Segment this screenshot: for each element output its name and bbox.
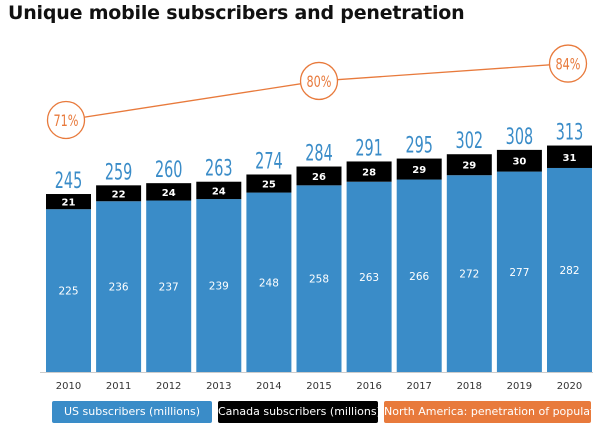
bar-us-2010 [46, 209, 91, 372]
data-label-us-2014: 248 [259, 277, 279, 289]
data-label-canada-2016: 28 [362, 168, 376, 179]
legend-us-subscribers: US subscribers (millions) [52, 401, 212, 423]
bar-us-2016 [346, 181, 392, 372]
bar-us-2018 [446, 175, 492, 372]
data-label-us-2011: 236 [109, 282, 129, 294]
x-tick-label-2015: 2015 [306, 381, 331, 392]
x-tick-label-2010: 2010 [56, 381, 81, 392]
penetration-line-segment [65, 80, 320, 121]
total-label-2013: 263 [205, 157, 232, 182]
penetration-marker-2015 [299, 61, 339, 101]
total-label-2020: 313 [556, 121, 583, 146]
total-label-2010: 245 [55, 169, 82, 194]
bar-canada-2017 [396, 158, 442, 180]
total-label-2019: 308 [506, 125, 533, 150]
x-tick-label-2011: 2011 [106, 381, 131, 392]
data-label-canada-2019: 30 [512, 157, 526, 168]
x-tick-label-2016: 2016 [356, 381, 381, 392]
total-label-2011: 259 [105, 160, 132, 185]
data-label-canada-2013: 24 [212, 186, 226, 197]
x-tick-label-2017: 2017 [406, 381, 431, 392]
bar-canada-2014 [246, 174, 292, 193]
total-label-2018: 302 [456, 129, 483, 154]
legend-penetration: North America: penetration of population [384, 401, 596, 423]
bar-canada-2015 [296, 166, 342, 186]
x-tick-label-2018: 2018 [457, 381, 482, 392]
penetration-label-2020: 84% [556, 56, 581, 74]
data-label-canada-2014: 25 [262, 180, 276, 191]
data-label-canada-2011: 22 [112, 189, 126, 200]
data-label-us-2017: 266 [409, 271, 429, 283]
data-label-us-2020: 282 [559, 265, 579, 277]
x-tick-label-2020: 2020 [557, 381, 582, 392]
data-label-canada-2012: 24 [162, 188, 176, 199]
total-label-2014: 274 [255, 150, 282, 175]
data-label-us-2015: 258 [309, 274, 329, 286]
data-label-us-2013: 239 [209, 281, 229, 293]
x-tick-label-2013: 2013 [206, 381, 231, 392]
chart-plot: 225 21 245 2010 236 22 259 2011 237 24 260 2012 239 2… [40, 44, 593, 392]
chart-title: Unique mobile subscribers and penetratio… [8, 2, 465, 24]
data-label-us-2010: 225 [58, 286, 78, 298]
total-label-2012: 260 [155, 158, 182, 183]
data-label-us-2019: 277 [509, 267, 529, 279]
penetration-label-2015: 80% [307, 73, 332, 91]
data-label-canada-2018: 29 [462, 161, 476, 172]
x-tick-label-2014: 2014 [256, 381, 281, 392]
data-label-canada-2010: 21 [62, 198, 76, 209]
data-label-canada-2020: 31 [563, 153, 577, 164]
bar-canada-2018 [446, 154, 492, 176]
data-label-canada-2015: 26 [312, 172, 326, 183]
bar-canada-2019 [496, 149, 542, 172]
x-tick-label-2012: 2012 [156, 381, 181, 392]
bar-canada-2013 [196, 181, 242, 200]
x-tick-label-2019: 2019 [507, 381, 532, 392]
bar-canada-2012 [146, 183, 192, 201]
bar-us-2015 [296, 185, 342, 372]
total-label-2016: 291 [355, 137, 382, 162]
bar-us-2019 [496, 171, 542, 372]
bar-canada-2016 [346, 161, 392, 182]
bar-us-2017 [396, 179, 442, 372]
penetration-marker-2010 [46, 100, 86, 140]
data-label-canada-2017: 29 [412, 165, 426, 176]
bar-canada-2011 [96, 185, 142, 202]
penetration-label-2010: 71% [54, 112, 79, 130]
total-label-2017: 295 [405, 134, 432, 159]
data-label-us-2018: 272 [459, 269, 479, 281]
bar-us-2014 [246, 192, 292, 372]
bar-us-2020 [547, 167, 592, 372]
bar-canada-2020 [547, 145, 592, 168]
bar-canada-2010 [46, 194, 91, 210]
legend-canada-subscribers: Canada subscribers (millions) [218, 401, 381, 423]
bar-us-2011 [96, 201, 142, 372]
data-label-us-2012: 237 [159, 281, 179, 293]
bar-us-2013 [196, 199, 242, 372]
penetration-line-segment [318, 62, 569, 82]
total-label-2015: 284 [305, 142, 332, 167]
penetration-marker-2020 [548, 44, 588, 83]
bar-us-2012 [146, 200, 192, 372]
data-label-us-2016: 263 [359, 272, 379, 284]
